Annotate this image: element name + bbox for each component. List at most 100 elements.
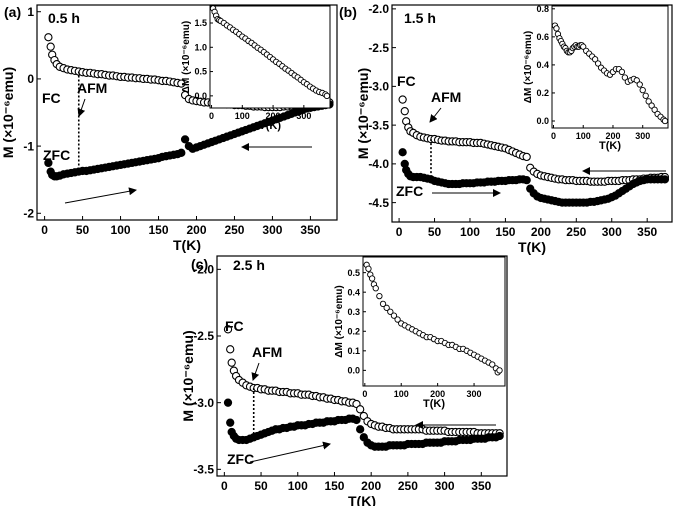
fc-point (223, 325, 233, 334)
y-tick-label: -2.0 (368, 2, 389, 16)
inset-x-tick-label: 0 (551, 131, 556, 141)
fc-point (177, 79, 186, 88)
y-tick-label: -2.5 (368, 41, 389, 55)
y-tick-label: -3.0 (368, 80, 389, 94)
inset-y-tick-label: 0.5 (194, 67, 207, 77)
inset-point (591, 56, 599, 63)
inset-y-axis-title: ΔM (×10⁻⁶emu) (334, 285, 345, 357)
inset-x-tick-label: 300 (635, 131, 650, 141)
inset-y-tick-label: 0.6 (536, 32, 549, 42)
y-tick-label: -3.5 (193, 463, 214, 477)
x-tick-label: 350 (471, 479, 491, 493)
inset-y-tick-label: 1.0 (194, 42, 207, 52)
inset-y-axis-title: ΔM (×10⁻⁶emu) (523, 31, 534, 103)
inset-point (642, 92, 649, 99)
y-tick-label: -1 (23, 139, 34, 153)
inset-point (390, 312, 398, 319)
inset-point (651, 106, 658, 113)
inset-point (580, 43, 587, 50)
x-tick-label: 300 (435, 479, 455, 493)
inset-x-tick-label: 100 (394, 389, 409, 399)
fc-point (398, 95, 407, 104)
x-tick-label: 350 (300, 223, 320, 237)
x-tick-label: 50 (254, 479, 268, 493)
inset: 0 100 200 300 0.0 0.1 0.2 0.3 0.4 0.5 T(K) ΔM (×10⁻… (334, 256, 506, 410)
fc-point (44, 33, 53, 42)
inset-point (368, 275, 376, 282)
inset-point (489, 361, 496, 368)
inset-point (639, 86, 646, 94)
x-tick-label: 0 (396, 225, 403, 239)
panel-label: (b) (339, 4, 357, 20)
warming-arrow (64, 187, 137, 204)
inset-point (496, 367, 503, 374)
x-tick-label: 50 (76, 223, 90, 237)
inset-y-tick-label: 0.5 (347, 268, 360, 278)
inset-plot-frame (551, 5, 669, 129)
zfc-point (44, 158, 53, 168)
duration-label: 1.5 h (404, 10, 436, 26)
inset-point (383, 304, 390, 311)
x-tick-label: 100 (111, 223, 131, 237)
inset-x-tick-label: 300 (296, 111, 311, 121)
inset-point (636, 81, 643, 88)
zfc-point (522, 175, 531, 185)
y-axis-title: M (×10⁻⁶emu) (180, 330, 196, 421)
inset-x-axis-title: T(K) (423, 398, 445, 410)
inset-point (553, 25, 560, 32)
fc-label: FC (42, 90, 61, 106)
afm-label: AFM (77, 80, 107, 96)
y-tick-label: -4.5 (368, 196, 389, 210)
fc-point (522, 152, 531, 162)
x-tick-label: 100 (460, 225, 480, 239)
x-tick-label: 150 (149, 223, 169, 237)
fc-label: FC (397, 73, 416, 89)
inset-y-tick-label: 0.4 (536, 60, 549, 70)
fc-point (400, 107, 409, 116)
y-tick-label: -2.5 (193, 329, 214, 343)
y-tick-label: 1 (27, 5, 34, 19)
x-axis-title: T(K) (348, 493, 376, 506)
zfc-label: ZFC (396, 183, 423, 199)
inset-point (372, 285, 379, 292)
warming-arrow (249, 441, 331, 463)
afm-arrow (429, 107, 442, 123)
x-tick-label: 50 (428, 225, 442, 239)
x-tick-label: 300 (602, 225, 622, 239)
x-tick-label: 300 (262, 223, 282, 237)
inset-x-tick-label: 100 (235, 111, 250, 121)
zfc-point (660, 175, 670, 184)
panel-a: 0 50 100 150 200 250 300 350 -2 -1 0 1 T(K) M (×10⁻⁶e… (0, 4, 338, 253)
x-tick-label: 250 (398, 479, 418, 493)
duration-label: 2.5 h (233, 257, 265, 273)
inset-y-axis-title: ΔM (×10⁻⁶emu) (181, 21, 192, 93)
fc-point (226, 345, 235, 354)
panel-c: 0 50 100 150 200 250 300 350 -2.0 -2.5 -3.0 -3.5 T(K… (180, 255, 508, 506)
x-tick-label: 350 (637, 225, 657, 239)
x-tick-label: 250 (566, 225, 586, 239)
inset-x-tick-label: 100 (576, 131, 591, 141)
inset-point (618, 68, 626, 76)
y-axis-title: M (×10⁻⁶emu) (355, 68, 371, 159)
x-tick-label: 150 (495, 225, 515, 239)
zfc-point (223, 398, 233, 407)
afm-label: AFM (252, 344, 282, 360)
inset-point (621, 74, 629, 81)
inset-y-tick-label: 0.0 (194, 91, 207, 101)
zfc-label: ZFC (227, 451, 254, 467)
inset-point (648, 102, 655, 109)
inset-y-tick-label: 0.8 (536, 4, 549, 14)
panel-label: (c) (191, 256, 208, 272)
fc-point (46, 42, 55, 51)
afm-arrow (77, 98, 86, 117)
inset-y-tick-label: 0.0 (536, 116, 549, 126)
panel-label: (a) (4, 4, 21, 20)
inset-x-tick-label: 200 (605, 131, 620, 141)
inset-point (365, 265, 372, 272)
inset-point (645, 98, 652, 105)
x-tick-label: 250 (224, 223, 244, 237)
zfc-point (177, 148, 186, 157)
zfc-point (226, 418, 235, 427)
x-axis-title: T(K) (518, 239, 546, 255)
